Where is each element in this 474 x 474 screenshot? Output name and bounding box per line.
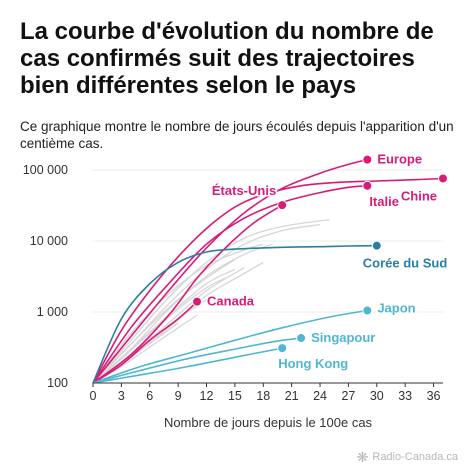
series-line-italie <box>92 185 368 384</box>
x-tick-label: 15 <box>228 389 242 403</box>
other-country-line <box>92 243 264 384</box>
other-country-line <box>92 218 330 384</box>
x-tick-label: 24 <box>313 389 327 403</box>
series-endpoint-italie <box>362 180 373 191</box>
series-lines <box>92 158 444 384</box>
x-tick-label: 36 <box>427 389 441 403</box>
chart-title: La courbe d'évolution du nombre de cas c… <box>20 18 434 99</box>
series-line-canada <box>92 301 198 384</box>
x-tick-label: 18 <box>256 389 270 403</box>
series-line-hong-kong <box>92 347 283 384</box>
series-line-chine <box>92 177 444 384</box>
series-endpoint-hong-kong <box>277 343 288 354</box>
series-endpoint-japon <box>362 305 373 316</box>
x-tick-label: 21 <box>285 389 299 403</box>
credit: ❋ Radio-Canada.ca <box>357 449 458 466</box>
x-tick-label: 30 <box>370 389 384 403</box>
series-endpoint-chine <box>438 173 448 184</box>
series-endpoints <box>192 154 448 354</box>
series-label-japon: Japon <box>377 300 415 315</box>
other-country-line <box>92 258 236 384</box>
series-label-europe: Europe <box>377 152 422 167</box>
series-line-japon <box>92 309 368 384</box>
y-tick-label: 1 000 <box>37 305 68 319</box>
series-label-chine: Chine <box>401 188 437 203</box>
x-axis-label: Nombre de jours depuis le 100e cas <box>164 415 373 430</box>
chart-subtitle: Ce graphique montre le nombre de jours é… <box>20 119 454 151</box>
x-tick-label: 0 <box>90 389 97 403</box>
series-label-hong-kong: Hong Kong <box>278 356 348 371</box>
series-endpoint-coree-du-sud <box>371 240 382 251</box>
radio-canada-logo-icon: ❋ <box>356 449 369 465</box>
y-tick-label: 100 <box>47 376 68 390</box>
series-label-etats-unis: États-Unis <box>212 183 276 198</box>
x-tick-label: 3 <box>118 389 125 403</box>
series-line-coree-du-sud <box>92 244 377 384</box>
series-label-italie: Italie <box>369 194 399 209</box>
series-line-singapour <box>92 337 302 384</box>
series-line-etats-unis <box>92 204 283 384</box>
x-tick-label: 9 <box>175 389 182 403</box>
series-endpoint-europe <box>362 154 373 165</box>
x-tick-label: 27 <box>341 389 355 403</box>
x-tick-label: 12 <box>200 389 214 403</box>
series-label-singapour: Singapour <box>311 330 375 345</box>
y-tick-label: 100 000 <box>23 163 68 177</box>
series-label-canada: Canada <box>207 294 255 309</box>
series-endpoint-singapour <box>296 333 307 344</box>
x-tick-label: 33 <box>398 389 412 403</box>
series-endpoint-etats-unis <box>277 200 288 211</box>
series-endpoint-canada <box>192 296 203 307</box>
series-label-coree-du-sud: Corée du Sud <box>363 256 448 271</box>
series-line-europe <box>92 158 368 384</box>
credit-text: Radio-Canada.ca <box>372 451 458 463</box>
series-labels: Europe Italie Chine États-Unis Canada Corée d… <box>206 150 449 372</box>
x-tick-label: 6 <box>146 389 153 403</box>
y-tick-label: 10 000 <box>30 234 68 248</box>
